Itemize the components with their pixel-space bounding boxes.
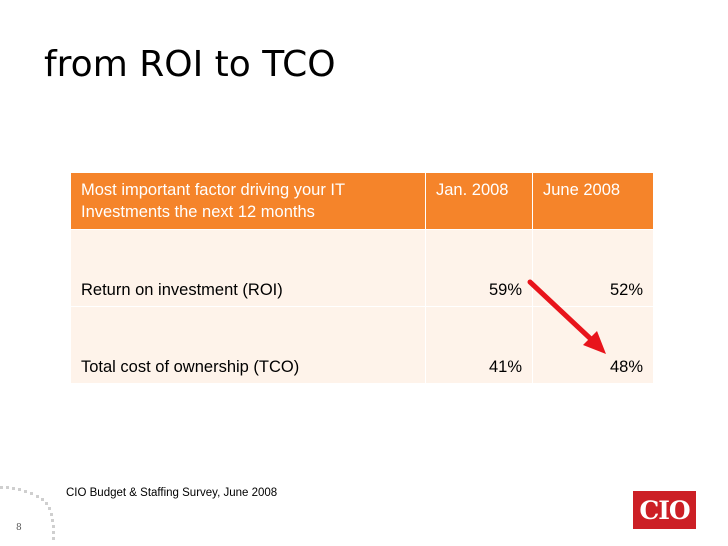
survey-table: Most important factor driving your IT In… (70, 172, 654, 384)
cio-logo: CIO (633, 491, 696, 529)
value-june: 48% (532, 306, 654, 384)
page-number: 8 (16, 523, 22, 533)
value-jan: 59% (425, 229, 533, 307)
row-label: Total cost of ownership (TCO) (70, 306, 426, 384)
value-jan: 41% (425, 306, 533, 384)
header-factor: Most important factor driving your IT In… (70, 172, 426, 230)
table-header-row: Most important factor driving your IT In… (70, 172, 654, 230)
header-jan-2008: Jan. 2008 (425, 172, 533, 230)
slide-title: from ROI to TCO (44, 44, 336, 85)
decorative-dots-icon (0, 486, 55, 540)
header-june-2008: June 2008 (532, 172, 654, 230)
cio-logo-text: CIO (639, 495, 690, 525)
table-row: Return on investment (ROI) 59% 52% (70, 229, 654, 307)
source-note: CIO Budget & Staffing Survey, June 2008 (66, 487, 278, 499)
row-label: Return on investment (ROI) (70, 229, 426, 307)
value-june: 52% (532, 229, 654, 307)
table-row: Total cost of ownership (TCO) 41% 48% (70, 306, 654, 384)
